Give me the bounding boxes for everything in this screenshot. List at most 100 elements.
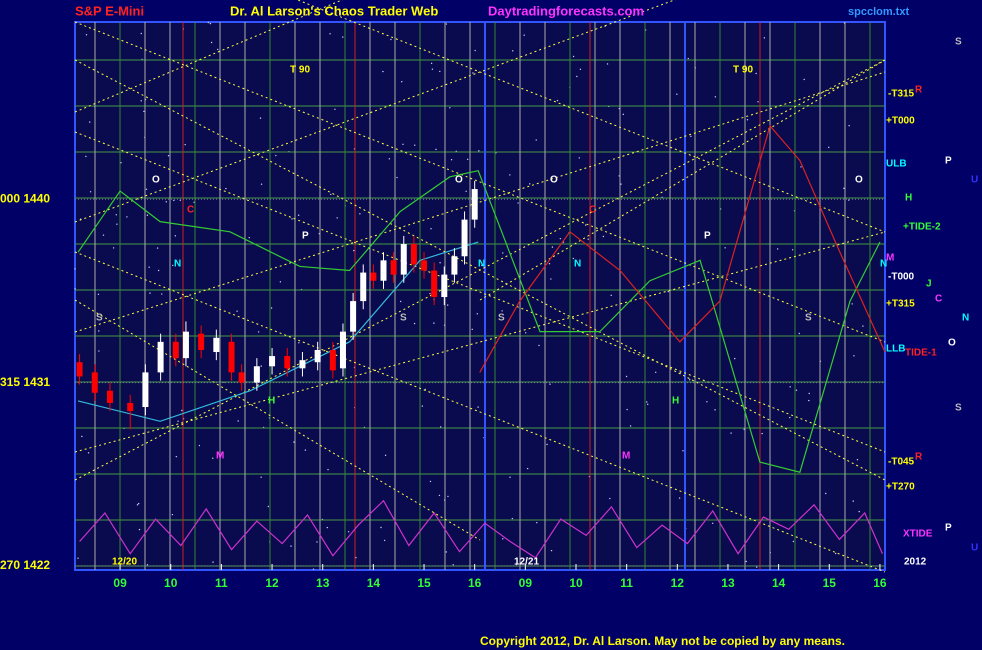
star bbox=[803, 78, 805, 81]
star bbox=[578, 157, 581, 159]
y-tick-label: 315 1431 bbox=[0, 375, 50, 389]
star bbox=[334, 108, 336, 110]
star bbox=[465, 190, 467, 192]
star bbox=[776, 248, 779, 250]
star bbox=[248, 236, 250, 239]
annotation: P bbox=[945, 523, 952, 534]
annotation: H bbox=[672, 396, 679, 407]
deco-line bbox=[74, 59, 886, 481]
star bbox=[260, 476, 262, 478]
star bbox=[862, 325, 864, 327]
star bbox=[347, 531, 350, 533]
star bbox=[853, 355, 855, 357]
annotation: P bbox=[302, 231, 309, 242]
candle-body bbox=[182, 331, 189, 359]
star bbox=[210, 41, 213, 44]
star bbox=[724, 247, 726, 249]
star bbox=[260, 183, 263, 185]
star bbox=[447, 495, 449, 498]
star bbox=[149, 292, 151, 294]
star bbox=[383, 539, 386, 542]
annotation: O bbox=[455, 175, 463, 186]
header-symbol: S&P E-Mini bbox=[75, 3, 144, 18]
annotation: M bbox=[622, 451, 630, 462]
star bbox=[172, 264, 174, 267]
star bbox=[177, 420, 179, 422]
annotation: C bbox=[187, 205, 194, 216]
star bbox=[626, 408, 628, 411]
star bbox=[167, 154, 170, 157]
series-line bbox=[79, 499, 884, 559]
annotation: O bbox=[855, 175, 863, 186]
star bbox=[414, 144, 416, 146]
star bbox=[330, 193, 332, 196]
star bbox=[260, 365, 262, 367]
candle-body bbox=[390, 260, 397, 275]
star bbox=[87, 452, 90, 454]
deco-line bbox=[74, 0, 344, 113]
star bbox=[477, 406, 479, 408]
star bbox=[550, 278, 552, 280]
x-tick-label: 14 bbox=[367, 576, 381, 590]
x-tick-label: 12 bbox=[265, 576, 279, 590]
star bbox=[275, 154, 277, 157]
star bbox=[676, 93, 678, 95]
star bbox=[85, 155, 87, 158]
candle-body bbox=[471, 189, 478, 220]
annotation: XTIDE bbox=[903, 529, 933, 540]
star bbox=[439, 70, 441, 73]
star bbox=[259, 117, 262, 119]
star bbox=[198, 444, 201, 447]
star bbox=[609, 497, 611, 500]
star bbox=[856, 458, 859, 461]
star bbox=[291, 218, 293, 220]
star bbox=[236, 310, 238, 312]
star bbox=[509, 476, 511, 478]
star bbox=[556, 99, 559, 102]
star bbox=[526, 467, 529, 470]
star bbox=[745, 560, 747, 563]
star bbox=[536, 521, 538, 524]
candle-body bbox=[269, 356, 276, 367]
star bbox=[756, 566, 758, 568]
star bbox=[714, 409, 716, 411]
star bbox=[89, 121, 91, 123]
star bbox=[501, 310, 503, 312]
star bbox=[136, 504, 139, 506]
candle-body bbox=[461, 219, 468, 257]
annotation: S bbox=[498, 313, 505, 324]
star bbox=[851, 303, 853, 305]
x-tick-label: 14 bbox=[772, 576, 786, 590]
star bbox=[270, 307, 273, 309]
star bbox=[834, 552, 837, 555]
decoration bbox=[74, 0, 886, 573]
annotation: S bbox=[955, 403, 962, 414]
star bbox=[843, 187, 845, 190]
annotation: U bbox=[971, 543, 978, 554]
star bbox=[148, 266, 150, 268]
star bbox=[326, 526, 329, 529]
annotation: -T000 bbox=[888, 272, 915, 283]
star bbox=[667, 290, 669, 293]
x-tick-label: 09 bbox=[113, 576, 127, 590]
candle-body bbox=[213, 337, 220, 353]
star bbox=[402, 143, 404, 146]
star bbox=[858, 510, 860, 513]
candle-body bbox=[360, 272, 367, 302]
star bbox=[791, 249, 794, 251]
candle-body bbox=[127, 402, 134, 412]
star bbox=[359, 213, 361, 215]
star bbox=[429, 292, 431, 295]
star bbox=[173, 199, 175, 202]
star bbox=[515, 563, 518, 566]
star bbox=[257, 331, 260, 333]
star bbox=[126, 216, 128, 218]
star bbox=[384, 454, 387, 457]
star bbox=[509, 174, 511, 176]
star bbox=[546, 443, 548, 446]
annotation: 12/20 bbox=[112, 557, 137, 568]
annotation: S bbox=[955, 37, 962, 48]
annotation: LLB bbox=[886, 344, 905, 355]
deco-line bbox=[74, 299, 481, 541]
deco-line bbox=[74, 0, 676, 223]
